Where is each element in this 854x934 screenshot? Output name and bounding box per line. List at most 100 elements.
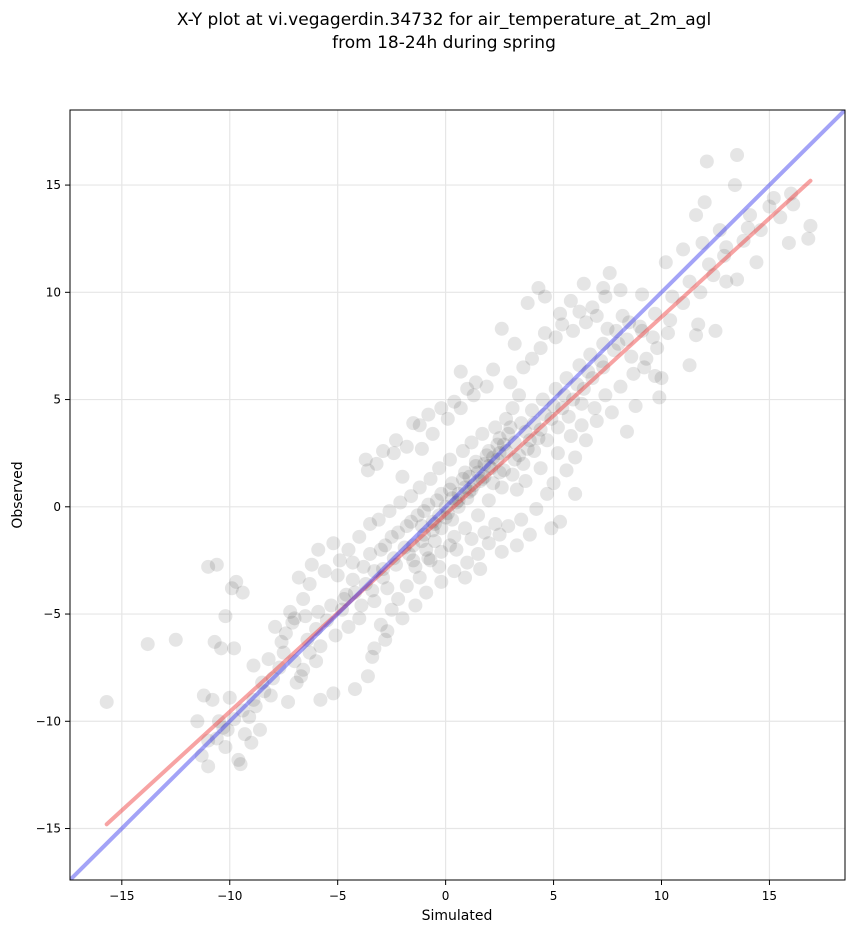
scatter-point [652, 390, 667, 405]
scatter-point [360, 669, 375, 684]
scatter-point [613, 379, 628, 394]
scatter-point [309, 654, 324, 669]
scatter-point [505, 401, 520, 416]
scatter-point [615, 308, 630, 323]
scatter-point [619, 424, 634, 439]
scatter-point [516, 456, 531, 471]
scatter-point [445, 512, 460, 527]
scatter-point [481, 536, 496, 551]
scatter-point [224, 581, 239, 596]
scatter-point [218, 740, 233, 755]
scatter-point [730, 148, 745, 163]
scatter-point [352, 611, 367, 626]
scatter-point [540, 433, 555, 448]
scatter-point [565, 323, 580, 338]
scatter-point [479, 448, 494, 463]
scatter-point [559, 371, 574, 386]
scatter-point [190, 714, 205, 729]
scatter-point [458, 480, 473, 495]
scatter-point [209, 731, 224, 746]
scatter-point [682, 274, 697, 289]
scatter-point [391, 592, 406, 607]
scatter-point [373, 617, 388, 632]
scatter-point [196, 688, 211, 703]
scatter-point [438, 499, 453, 514]
scatter-point [462, 469, 477, 484]
scatter-point [572, 358, 587, 373]
scatter-point [296, 592, 311, 607]
scatter-point [365, 649, 380, 664]
x-tick-label: 0 [442, 889, 450, 903]
scatter-point [494, 544, 509, 559]
scatter-point [425, 426, 440, 441]
scatter-point [512, 448, 527, 463]
scatter-point [414, 519, 429, 534]
scatter-point [548, 330, 563, 345]
grid [70, 110, 845, 880]
scatter-point [527, 444, 542, 459]
scatter-point [421, 497, 436, 512]
scatter-point [319, 613, 334, 628]
scatter-point [471, 508, 486, 523]
scatter-point [455, 471, 470, 486]
scatter-point [406, 553, 421, 568]
scatter-point [496, 463, 511, 478]
scatter-point [311, 604, 326, 619]
scatter-point [682, 358, 697, 373]
scatter-point [626, 366, 641, 381]
scatter-point [514, 512, 529, 527]
scatter-point [384, 602, 399, 617]
scatter-point [421, 551, 436, 566]
scatter-point [488, 516, 503, 531]
scatter-point [689, 328, 704, 343]
scatter-point [486, 450, 501, 465]
scatter-point [339, 587, 354, 602]
scatter-point [442, 538, 457, 553]
scatter-point [289, 675, 304, 690]
scatter-point [565, 392, 580, 407]
scatter-point [397, 540, 412, 555]
scatter-point [708, 323, 723, 338]
scatter-point [509, 538, 524, 553]
scatter-point [717, 248, 732, 263]
scatter-point [451, 493, 466, 508]
scatter-point [451, 486, 466, 501]
scatter-point [99, 694, 114, 709]
scatter-point [578, 433, 593, 448]
scatter-point [460, 381, 475, 396]
scatter-point [559, 463, 574, 478]
scatter-point [408, 559, 423, 574]
scatter-point [265, 671, 280, 686]
scatter-point [367, 641, 382, 656]
scatter-point [380, 581, 395, 596]
scatter-point [434, 401, 449, 416]
scatter-point [423, 471, 438, 486]
scatter-point [598, 289, 613, 304]
scatter-point [468, 375, 483, 390]
scatter-point [471, 546, 486, 561]
scatter-point [227, 712, 242, 727]
scatter-point [406, 538, 421, 553]
scatter-point [300, 632, 315, 647]
scatter-point [205, 692, 220, 707]
scatter-point [434, 544, 449, 559]
scatter-point [341, 542, 356, 557]
scatter-point [635, 287, 650, 302]
scatter-point [278, 626, 293, 641]
scatter-point [568, 486, 583, 501]
scatter-point [568, 450, 583, 465]
scatter-point [712, 223, 727, 238]
scatter-point [570, 377, 585, 392]
scatter-point [622, 315, 637, 330]
scatter-point [719, 240, 734, 255]
scatter-point [514, 416, 529, 431]
scatter-point [585, 371, 600, 386]
scatter-point [546, 398, 561, 413]
scatter-point [317, 564, 332, 579]
scatter-point [341, 619, 356, 634]
scatter-point [520, 296, 535, 311]
scatter-point [553, 306, 568, 321]
scatter-point [252, 722, 267, 737]
scatter-point [304, 557, 319, 572]
scatter-point [421, 407, 436, 422]
